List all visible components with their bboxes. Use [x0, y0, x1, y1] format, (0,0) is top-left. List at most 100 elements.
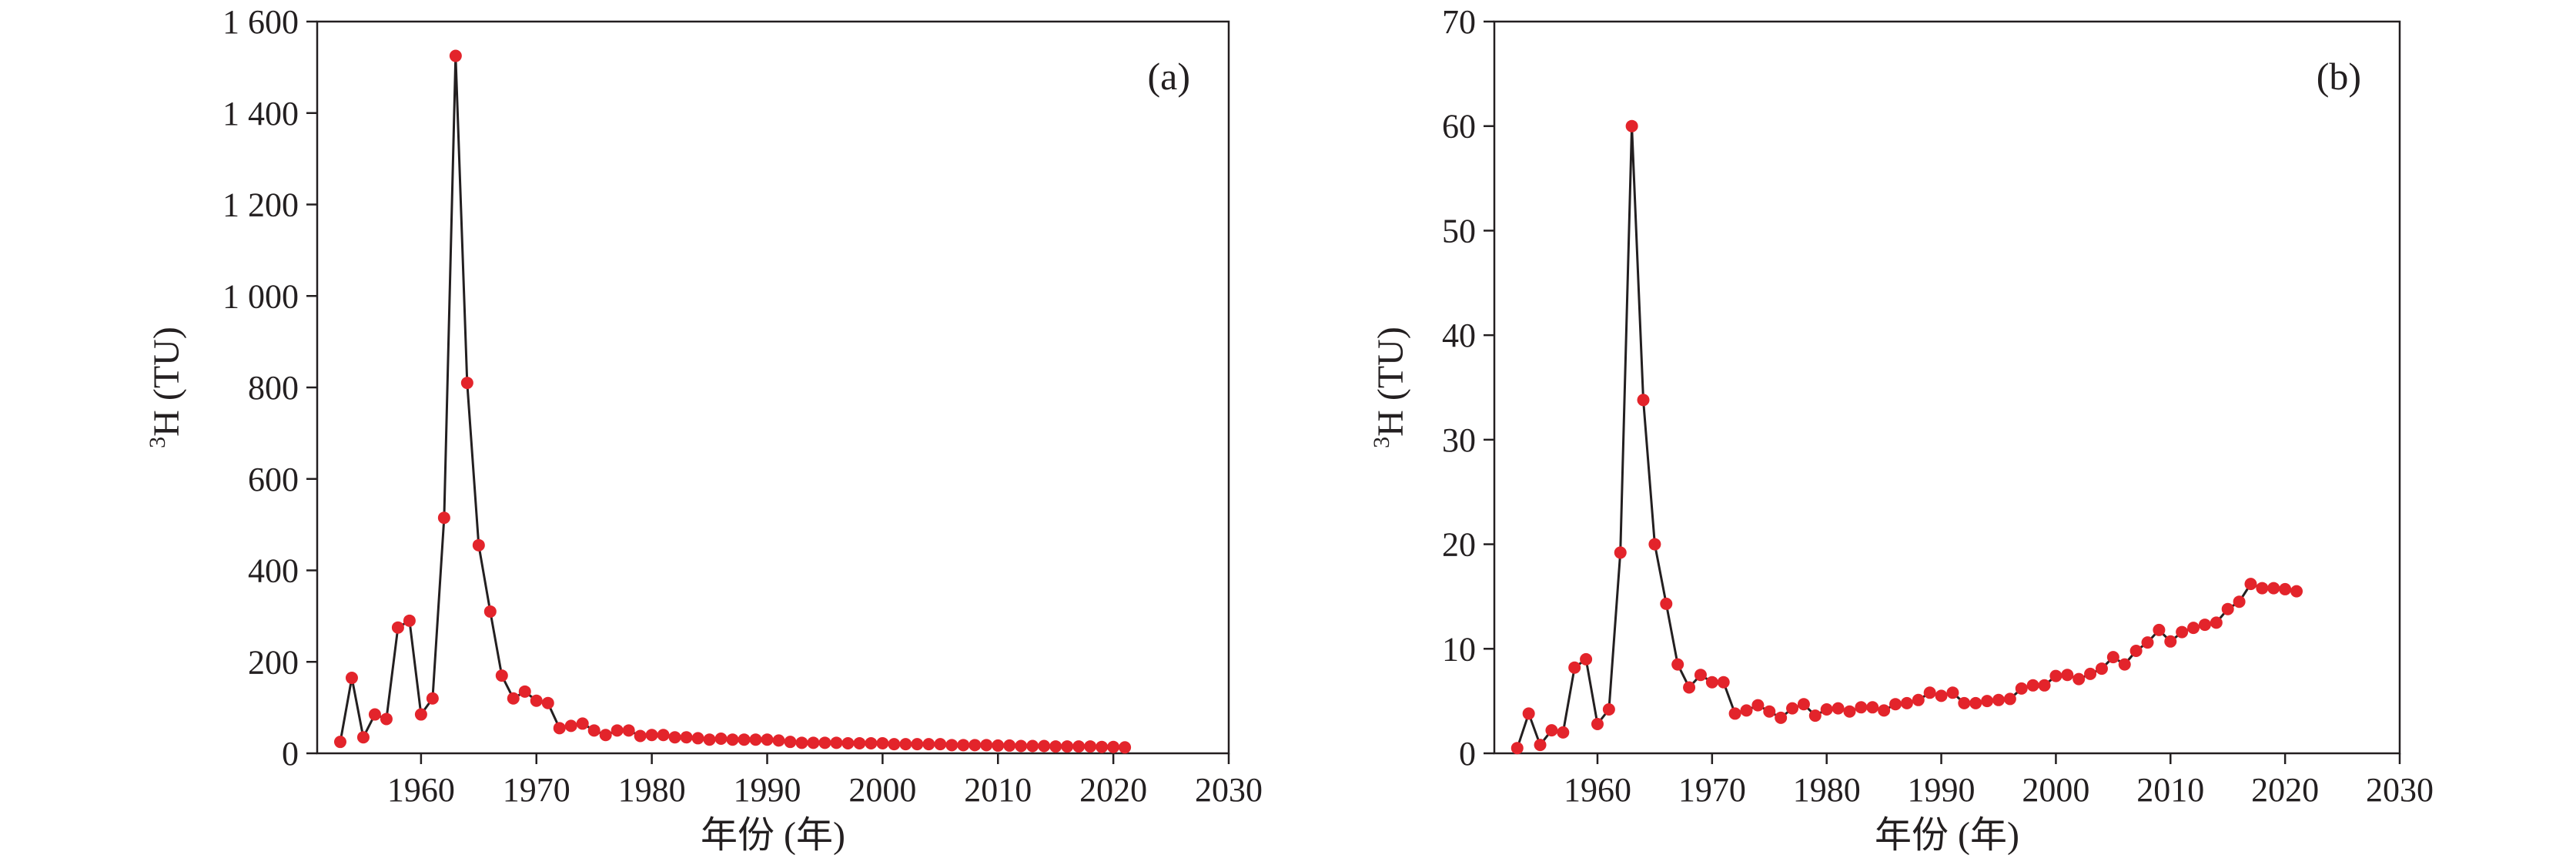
y-tick-label-a: 800 — [248, 369, 299, 407]
y-axis-label-superscript-a: 3 — [145, 437, 170, 448]
data-point-a — [691, 732, 704, 745]
data-point-b — [1717, 676, 1730, 689]
data-point-b — [2118, 658, 2131, 671]
data-point-a — [841, 736, 855, 749]
data-point-b — [2095, 662, 2108, 676]
y-tick-label-a: 400 — [248, 552, 299, 590]
data-point-b — [2049, 669, 2062, 682]
data-point-b — [2106, 651, 2119, 664]
data-point-a — [703, 733, 716, 746]
data-point-b — [2026, 679, 2039, 692]
data-point-b — [2244, 578, 2257, 591]
x-axis-label-b: 年份 (年) — [1875, 815, 2019, 856]
data-point-a — [483, 605, 497, 618]
series-line-a — [339, 55, 1126, 749]
data-point-b — [1820, 703, 1833, 716]
data-point-b — [1855, 701, 1868, 714]
data-point-a — [945, 739, 958, 752]
data-point-a — [449, 49, 462, 62]
data-point-a — [333, 736, 346, 749]
data-point-a — [426, 692, 439, 705]
data-point-b — [1648, 538, 1661, 551]
data-point-b — [2141, 636, 2154, 649]
data-point-a — [356, 731, 370, 744]
data-point-b — [1808, 709, 1822, 723]
data-point-a — [634, 729, 647, 743]
data-point-b — [1660, 597, 1673, 610]
data-point-a — [460, 377, 473, 390]
data-point-b — [1889, 698, 1902, 711]
plot-frame-b — [1493, 20, 2401, 755]
x-tick-label-a: 2010 — [964, 771, 1032, 809]
data-point-b — [1843, 705, 1856, 718]
data-point-b — [2003, 692, 2016, 706]
x-tick-label-b: 1990 — [1908, 771, 1975, 809]
data-point-b — [1671, 658, 1684, 671]
x-tick-label-b: 2010 — [2136, 771, 2204, 809]
data-point-a — [714, 733, 728, 745]
data-point-b — [1763, 705, 1776, 718]
data-point-b — [2176, 625, 2189, 639]
y-tick-label-a: 600 — [248, 461, 299, 498]
chart-panel-a: 1960 1970 1980 1990 2000 2010 2020 2030 0 200 400 6… — [145, 3, 1263, 856]
data-point-b — [1580, 652, 1593, 666]
data-point-a — [472, 538, 485, 552]
data-point-b — [2084, 667, 2097, 680]
y-tick-label-a: 200 — [248, 643, 299, 681]
data-point-b — [1878, 704, 1891, 717]
data-point-a — [403, 614, 416, 627]
data-point-b — [1694, 669, 1707, 682]
data-point-b — [1591, 718, 1604, 730]
data-point-a — [853, 736, 866, 749]
y-tick-label-a: 0 — [282, 735, 299, 773]
data-point-a — [668, 731, 681, 744]
data-point-b — [1946, 686, 1959, 699]
x-tick-label-a: 2020 — [1079, 771, 1147, 809]
data-point-a — [345, 672, 358, 685]
x-axis-label-a: 年份 (年) — [701, 815, 845, 856]
data-point-a — [888, 738, 901, 751]
x-tick-label-a: 1960 — [387, 771, 455, 809]
y-tick-label-b: 70 — [1442, 3, 1476, 41]
y-axis-label-a: 3H (TU) — [145, 327, 187, 448]
data-point-a — [657, 729, 670, 742]
data-point-a — [1096, 740, 1109, 753]
y-tick-label-b: 60 — [1442, 108, 1476, 146]
data-point-a — [818, 736, 831, 749]
y-axis-label-main-a: H (TU) — [146, 327, 187, 437]
data-point-b — [1775, 711, 1788, 724]
data-point-b — [1625, 119, 1638, 132]
data-point-a — [922, 738, 935, 751]
data-point-a — [576, 717, 589, 730]
data-point-a — [1038, 739, 1051, 753]
data-point-a — [1049, 740, 1062, 753]
data-point-b — [2153, 623, 2166, 636]
data-point-a — [1072, 740, 1086, 753]
data-point-a — [622, 724, 635, 737]
x-tick-label-b: 2030 — [2366, 771, 2434, 809]
data-point-a — [599, 729, 612, 742]
data-point-b — [2256, 582, 2269, 595]
panel-label-b: (b) — [2317, 55, 2361, 98]
data-point-b — [1557, 726, 1570, 739]
data-point-a — [738, 733, 751, 746]
data-point-a — [541, 696, 554, 709]
data-point-a — [934, 738, 947, 751]
data-point-b — [2233, 595, 2246, 609]
data-point-b — [2198, 619, 2211, 632]
series-line-b — [1516, 125, 2297, 749]
data-point-b — [1969, 696, 1982, 709]
data-point-b — [1958, 696, 1971, 709]
data-point-b — [2187, 622, 2200, 635]
data-point-b — [1866, 701, 1879, 714]
data-point-a — [553, 722, 566, 735]
data-point-a — [749, 733, 762, 746]
data-point-a — [1003, 739, 1016, 752]
data-point-a — [645, 729, 658, 742]
data-point-a — [1119, 741, 1132, 754]
y-axis-label-b: 3H (TU) — [1369, 327, 1411, 448]
x-tick-label-a: 2030 — [1195, 771, 1263, 809]
data-point-b — [2061, 669, 2074, 682]
data-point-a — [1084, 740, 1097, 753]
data-point-a — [807, 736, 820, 749]
